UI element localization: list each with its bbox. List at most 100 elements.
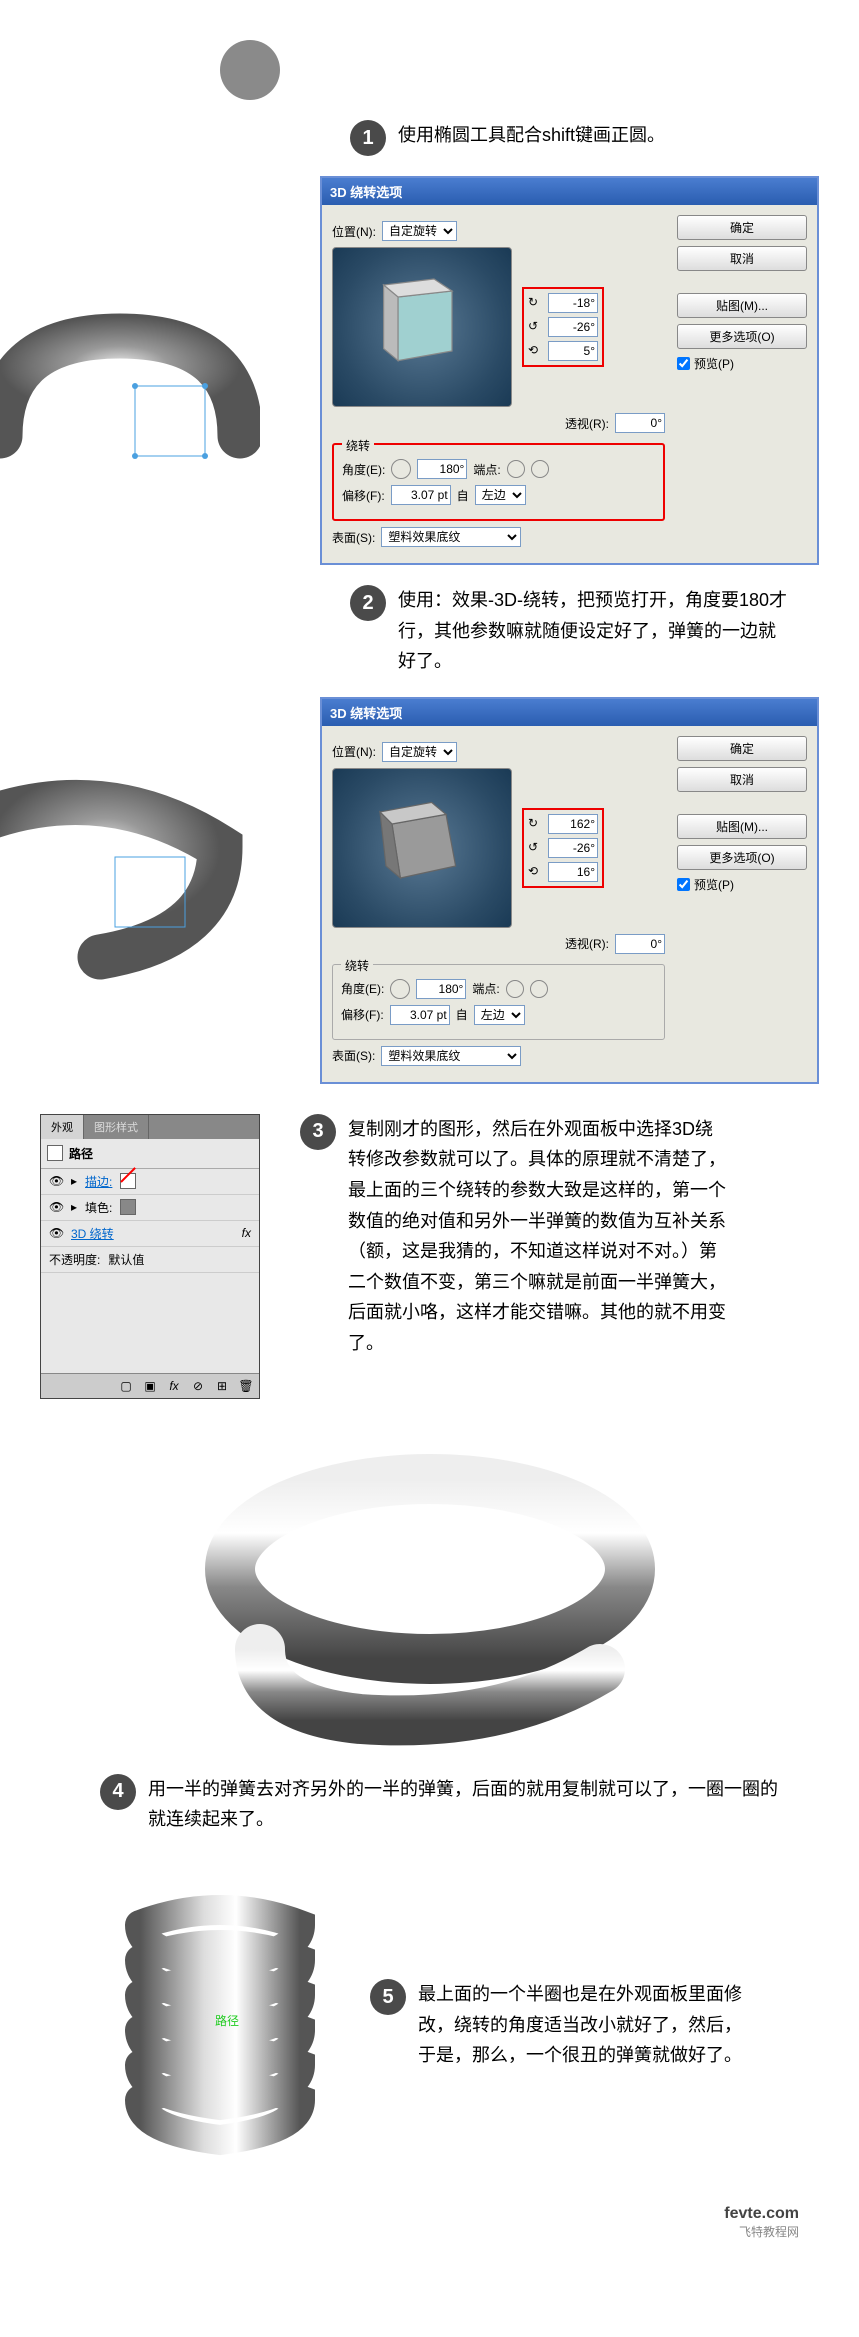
perspective-input[interactable]	[615, 413, 665, 433]
rot-x-input[interactable]	[548, 293, 598, 313]
dialog-title: 3D 绕转选项	[322, 699, 817, 726]
cube-preview[interactable]	[332, 768, 512, 928]
cap-on-icon[interactable]	[507, 460, 525, 478]
cap-label: 端点:	[472, 980, 499, 997]
fill-swatch[interactable]	[120, 1199, 136, 1215]
surface-label: 表面(S):	[332, 1047, 375, 1064]
rotate-x-icon: ↻	[528, 295, 544, 311]
cap-off-icon[interactable]	[531, 460, 549, 478]
step-4-number: 4	[100, 1774, 136, 1810]
stroke-row[interactable]: 👁 ▸ 描边:	[41, 1169, 259, 1195]
rot-z-input[interactable]	[548, 341, 598, 361]
fx-badge: fx	[242, 1226, 251, 1240]
opacity-row[interactable]: 不透明度: 默认值	[41, 1247, 259, 1273]
rotation-values-highlight: ↻ ↺ ⟲	[522, 287, 604, 367]
position-select[interactable]: 自定旋转	[382, 221, 457, 241]
rot-y-input[interactable]	[548, 838, 598, 858]
step-5-number: 5	[370, 1979, 406, 2015]
offset-label: 偏移(F):	[341, 1006, 384, 1023]
position-label: 位置(N):	[332, 743, 376, 760]
visibility-icon[interactable]: 👁	[49, 1174, 63, 1188]
half-ring-preview-1	[0, 256, 260, 536]
rotate-y-icon: ↺	[528, 840, 544, 856]
sample-circle	[220, 40, 280, 100]
step-2-text: 使用：效果-3D-绕转，把预览打开，角度要180才行，其他参数嘛就随便设定好了，…	[398, 585, 790, 677]
cap-label: 端点:	[473, 461, 500, 478]
preview-label: 预览(P)	[694, 876, 734, 893]
fill-row[interactable]: 👁 ▸ 填色:	[41, 1195, 259, 1221]
perspective-input[interactable]	[615, 934, 665, 954]
opacity-label: 不透明度:	[49, 1251, 100, 1268]
panel-object-type: 路径	[69, 1145, 93, 1162]
stroke-label[interactable]: 描边:	[85, 1173, 112, 1190]
fx-icon[interactable]: fx	[165, 1378, 183, 1394]
revolve-group: 绕转 角度(E): 端点: 偏移(F): 自	[332, 964, 665, 1040]
preview-checkbox[interactable]	[677, 878, 690, 891]
from-select[interactable]: 左边	[474, 1005, 525, 1025]
surface-label: 表面(S):	[332, 529, 375, 546]
map-art-button[interactable]: 贴图(M)...	[677, 293, 807, 318]
cube-preview[interactable]	[332, 247, 512, 407]
map-art-button[interactable]: 贴图(M)...	[677, 814, 807, 839]
ok-button[interactable]: 确定	[677, 736, 807, 761]
from-label: 自	[456, 1006, 468, 1023]
spring-image: 路径	[100, 1875, 340, 2175]
surface-select[interactable]: 塑料效果底纹	[381, 1046, 521, 1066]
rotation-values-highlight: ↻ ↺ ⟲	[522, 808, 604, 888]
perspective-label: 透视(R):	[565, 935, 609, 952]
offset-input[interactable]	[391, 485, 451, 505]
clear-icon[interactable]: ⊘	[189, 1378, 207, 1394]
position-label: 位置(N):	[332, 223, 376, 240]
preview-checkbox[interactable]	[677, 357, 690, 370]
visibility-icon[interactable]: 👁	[49, 1226, 63, 1240]
rot-z-input[interactable]	[548, 862, 598, 882]
dialog-title: 3D 绕转选项	[322, 178, 817, 205]
from-label: 自	[457, 487, 469, 504]
rot-x-input[interactable]	[548, 814, 598, 834]
path-icon	[47, 1145, 63, 1161]
3d-revolve-link[interactable]: 3D 绕转	[71, 1225, 114, 1242]
step-1-text: 使用椭圆工具配合shift键画正圆。	[398, 120, 665, 151]
angle-label: 角度(E):	[341, 980, 384, 997]
revolve-group-title: 绕转	[341, 957, 373, 974]
step-1-number: 1	[350, 120, 386, 156]
cap-on-icon[interactable]	[506, 980, 524, 998]
fill-label: 填色:	[85, 1199, 112, 1216]
duplicate-icon[interactable]: ⊞	[213, 1378, 231, 1394]
cancel-button[interactable]: 取消	[677, 767, 807, 792]
cancel-button[interactable]: 取消	[677, 246, 807, 271]
full-ring-image	[40, 1429, 819, 1754]
offset-input[interactable]	[390, 1005, 450, 1025]
watermark: fevte.com 飞特教程网	[40, 2195, 819, 2250]
tab-graphic-styles[interactable]: 图形样式	[84, 1115, 149, 1139]
angle-dial-icon[interactable]	[390, 979, 410, 999]
half-ring-preview-2	[0, 737, 260, 997]
cap-off-icon[interactable]	[530, 980, 548, 998]
rotate-x-icon: ↻	[528, 816, 544, 832]
position-select[interactable]: 自定旋转	[382, 742, 457, 762]
angle-dial-icon[interactable]	[391, 459, 411, 479]
rot-y-input[interactable]	[548, 317, 598, 337]
watermark-site: fevte.com	[60, 2205, 799, 2223]
rotate-z-icon: ⟲	[528, 864, 544, 880]
ok-button[interactable]: 确定	[677, 215, 807, 240]
offset-label: 偏移(F):	[342, 487, 385, 504]
new-stroke-icon[interactable]: ▢	[117, 1378, 135, 1394]
perspective-label: 透视(R):	[565, 415, 609, 432]
from-select[interactable]: 左边	[475, 485, 526, 505]
new-fill-icon[interactable]: ▣	[141, 1378, 159, 1394]
3d-revolve-dialog-2: 3D 绕转选项 位置(N): 自定旋转	[320, 697, 819, 1084]
angle-label: 角度(E):	[342, 461, 385, 478]
angle-input[interactable]	[416, 979, 466, 999]
surface-select[interactable]: 塑料效果底纹	[381, 527, 521, 547]
tab-appearance[interactable]: 外观	[41, 1115, 84, 1139]
watermark-text: 飞特教程网	[60, 2223, 799, 2240]
visibility-icon[interactable]: 👁	[49, 1200, 63, 1214]
more-options-button[interactable]: 更多选项(O)	[677, 324, 807, 349]
revolve-group-title: 绕转	[342, 437, 374, 454]
angle-input[interactable]	[417, 459, 467, 479]
delete-icon[interactable]: 🗑	[237, 1378, 255, 1394]
more-options-button[interactable]: 更多选项(O)	[677, 845, 807, 870]
stroke-swatch[interactable]	[120, 1173, 136, 1189]
3d-revolve-row[interactable]: 👁 3D 绕转 fx	[41, 1221, 259, 1247]
